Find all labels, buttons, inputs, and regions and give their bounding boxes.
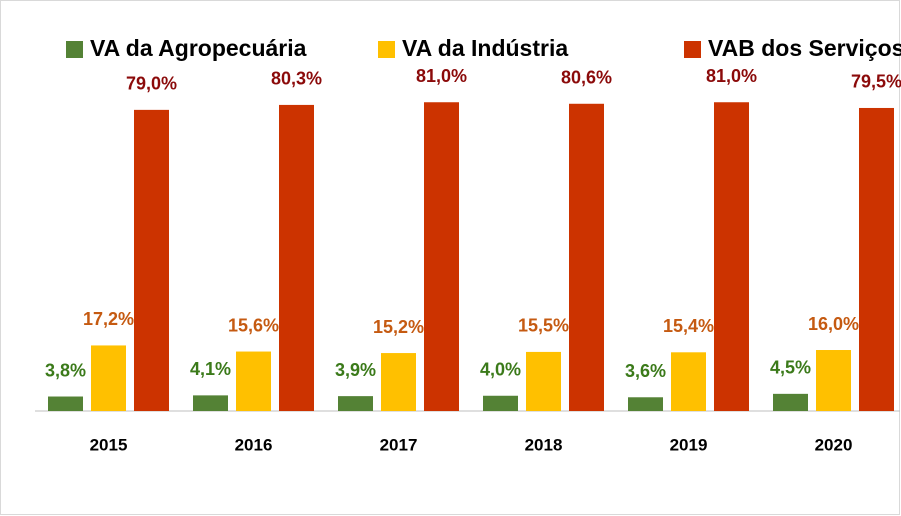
data-label: 16,0% bbox=[808, 314, 859, 334]
data-label: 15,6% bbox=[228, 315, 279, 335]
data-label: 80,3% bbox=[271, 69, 322, 89]
data-label: 81,0% bbox=[416, 66, 467, 86]
legend-label: VA da Indústria bbox=[402, 35, 568, 61]
x-tick-label: 2018 bbox=[525, 435, 563, 454]
bar bbox=[338, 396, 373, 411]
data-label: 4,5% bbox=[770, 358, 811, 378]
bar bbox=[91, 345, 126, 411]
bar bbox=[48, 396, 83, 411]
bar bbox=[671, 352, 706, 411]
bar bbox=[424, 102, 459, 411]
legend-swatch bbox=[378, 41, 395, 58]
x-tick-label: 2017 bbox=[380, 435, 418, 454]
data-label: 79,0% bbox=[126, 74, 177, 94]
legend-swatch bbox=[684, 41, 701, 58]
legend-swatch bbox=[66, 41, 83, 58]
legend-label: VA da Agropecuária bbox=[90, 35, 307, 61]
x-tick-label: 2016 bbox=[235, 435, 273, 454]
data-label: 79,5% bbox=[851, 72, 901, 92]
bar bbox=[134, 109, 169, 411]
data-label: 3,6% bbox=[625, 361, 666, 381]
data-label: 15,4% bbox=[663, 316, 714, 336]
data-label: 80,6% bbox=[561, 68, 612, 88]
bar bbox=[569, 103, 604, 412]
data-label: 15,2% bbox=[373, 317, 424, 337]
data-label: 81,0% bbox=[706, 66, 757, 86]
bar bbox=[773, 393, 808, 411]
bar bbox=[193, 395, 228, 411]
data-label: 4,0% bbox=[480, 360, 521, 380]
data-label: 17,2% bbox=[83, 309, 134, 329]
data-label: 4,1% bbox=[190, 359, 231, 379]
bar bbox=[279, 104, 314, 412]
legend-label: VAB dos Serviços bbox=[708, 35, 901, 61]
bar bbox=[381, 353, 416, 411]
data-label: 3,9% bbox=[335, 360, 376, 380]
bar bbox=[714, 102, 749, 411]
data-label: 3,8% bbox=[45, 360, 86, 380]
bar bbox=[483, 395, 518, 411]
bar bbox=[816, 350, 851, 411]
x-tick-label: 2020 bbox=[815, 435, 853, 454]
bar bbox=[628, 397, 663, 411]
x-tick-label: 2015 bbox=[90, 435, 128, 454]
bar bbox=[526, 351, 561, 411]
data-label: 15,5% bbox=[518, 316, 569, 336]
x-tick-label: 2019 bbox=[670, 435, 708, 454]
bar bbox=[859, 107, 894, 411]
bar bbox=[236, 351, 271, 411]
